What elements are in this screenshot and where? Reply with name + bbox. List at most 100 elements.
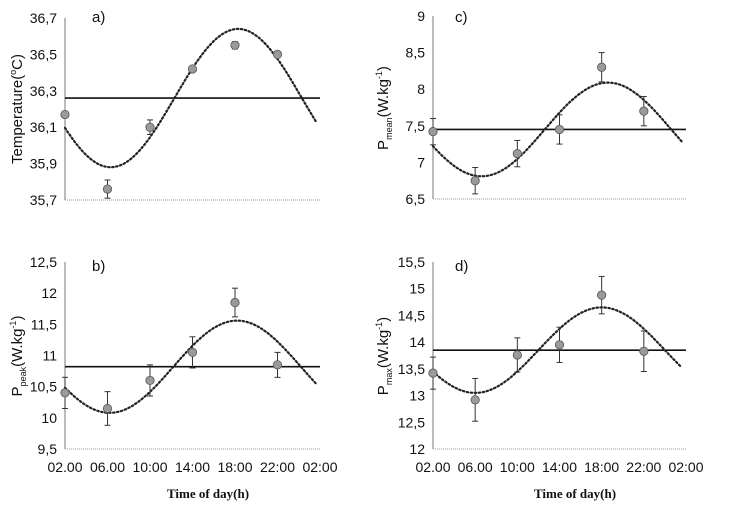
y-tick-label: 11 xyxy=(42,348,57,364)
data-point xyxy=(639,346,649,356)
data-point-group xyxy=(597,275,607,315)
y-tick-label: 7,5 xyxy=(406,118,426,134)
data-point xyxy=(554,124,565,135)
x-tick-label: 02.00 xyxy=(415,459,450,475)
x-axis-title-left: Time of day(h) xyxy=(167,486,249,501)
data-point xyxy=(272,360,283,370)
data-point-group xyxy=(554,114,565,145)
y-tick-label: 10 xyxy=(41,410,57,426)
data-point-group xyxy=(102,179,113,199)
data-point xyxy=(145,122,155,132)
data-point-group xyxy=(428,356,438,390)
data-point xyxy=(428,127,438,137)
data-point xyxy=(230,297,240,308)
cosinor-curve xyxy=(431,306,683,395)
y-tick-label: 13,5 xyxy=(398,361,425,377)
data-point xyxy=(60,109,70,120)
y-tick-label: 12 xyxy=(409,441,425,457)
data-point-group xyxy=(187,64,198,74)
y-axis-title: Pmean(W.kg-1) xyxy=(374,66,394,150)
data-point xyxy=(597,290,607,300)
panel-b: 9,5 10 10,5 11 11,5 12 12,5 02.00 06.00 10:00 14:0… xyxy=(8,254,338,475)
data-point xyxy=(187,64,198,74)
data-point xyxy=(597,62,607,72)
x-tick-label: 22:00 xyxy=(260,459,295,475)
y-tick-label: 36,1 xyxy=(30,119,57,135)
panel-label: d) xyxy=(455,258,468,275)
x-tick-label: 06.00 xyxy=(458,459,493,475)
data-point xyxy=(60,388,70,398)
y-tick-label: 8 xyxy=(417,81,425,97)
panel-label: a) xyxy=(92,9,105,26)
data-point-group xyxy=(230,40,240,50)
data-point xyxy=(102,184,113,194)
data-point-group xyxy=(145,119,155,135)
x-tick-label: 10:00 xyxy=(500,459,535,475)
data-point-group xyxy=(230,287,240,318)
y-tick-label: 9 xyxy=(417,8,425,24)
data-point-group xyxy=(597,52,607,83)
data-point-group xyxy=(60,376,70,409)
data-point-group xyxy=(470,167,480,195)
y-tick-label: 13 xyxy=(409,388,425,404)
data-point xyxy=(639,106,649,116)
y-tick-label: 36,5 xyxy=(30,46,57,62)
data-point xyxy=(272,49,283,60)
panel-d: 12 12,5 13 13,5 14 14,5 15 15,5 02.00 06.00 10:00 1… xyxy=(374,254,704,475)
panel-label: c) xyxy=(455,9,468,26)
panel-a: 35,7 35,9 36,1 36,3 36,5 36,7 a) Temperature(oC… xyxy=(8,9,320,208)
y-tick-label: 6,5 xyxy=(406,191,426,207)
x-tick-label: 02:00 xyxy=(302,459,337,475)
data-point-group xyxy=(187,336,198,369)
data-point-group xyxy=(639,96,649,127)
data-point xyxy=(230,40,240,50)
x-tick-label: 18:00 xyxy=(584,459,619,475)
x-tick-label: 14:00 xyxy=(175,459,210,475)
y-tick-label: 35,9 xyxy=(30,156,57,172)
x-tick-label: 14:00 xyxy=(542,459,577,475)
data-point xyxy=(512,350,522,360)
data-point-group xyxy=(639,330,649,373)
y-tick-label: 12,5 xyxy=(30,254,57,270)
x-tick-label: 02:00 xyxy=(668,459,703,475)
data-point-group xyxy=(102,391,113,426)
x-tick-label: 02.00 xyxy=(47,459,82,475)
data-point xyxy=(470,176,480,186)
data-point-group xyxy=(428,117,438,146)
data-point-group xyxy=(145,364,155,397)
data-point-group xyxy=(512,139,522,168)
y-tick-label: 15,5 xyxy=(398,254,425,270)
y-tick-label: 9,5 xyxy=(38,441,58,457)
y-tick-label: 10,5 xyxy=(30,379,57,395)
data-point-group xyxy=(272,351,283,378)
panel-label: b) xyxy=(92,258,105,275)
data-point-group xyxy=(60,109,70,120)
y-axis-title: Pmax(W.kg-1) xyxy=(374,317,394,395)
data-point xyxy=(428,368,438,378)
data-point xyxy=(554,340,565,350)
y-tick-label: 14,5 xyxy=(398,307,425,323)
data-point xyxy=(470,395,480,405)
data-point xyxy=(102,403,113,414)
x-tick-label: 18:00 xyxy=(217,459,252,475)
y-tick-label: 35,7 xyxy=(30,192,57,208)
y-axis-title: Temperature(oC) xyxy=(8,54,26,164)
data-point xyxy=(187,347,198,357)
y-tick-label: 15 xyxy=(409,281,425,297)
data-point-group xyxy=(272,49,283,60)
y-tick-label: 8,5 xyxy=(406,45,426,61)
panel-c: 6,5 7 7,5 8 8,5 9 c) Pmean(W.kg-1) xyxy=(374,8,686,207)
y-axis-title: Ppeak(W.kg-1) xyxy=(8,316,28,397)
data-point-group xyxy=(512,337,522,373)
y-tick-label: 7 xyxy=(417,154,425,170)
x-axis-title-right: Time of day(h) xyxy=(534,486,616,501)
x-tick-label: 10:00 xyxy=(132,459,167,475)
data-point-group xyxy=(554,326,565,363)
y-tick-label: 12 xyxy=(41,285,57,301)
x-tick-label: 22:00 xyxy=(626,459,661,475)
panels-group: 35,7 35,9 36,1 36,3 36,5 36,7 a) Temperature(oC… xyxy=(8,8,704,475)
y-tick-label: 36,3 xyxy=(30,83,57,99)
y-tick-label: 11,5 xyxy=(31,316,57,332)
data-point xyxy=(145,375,155,386)
